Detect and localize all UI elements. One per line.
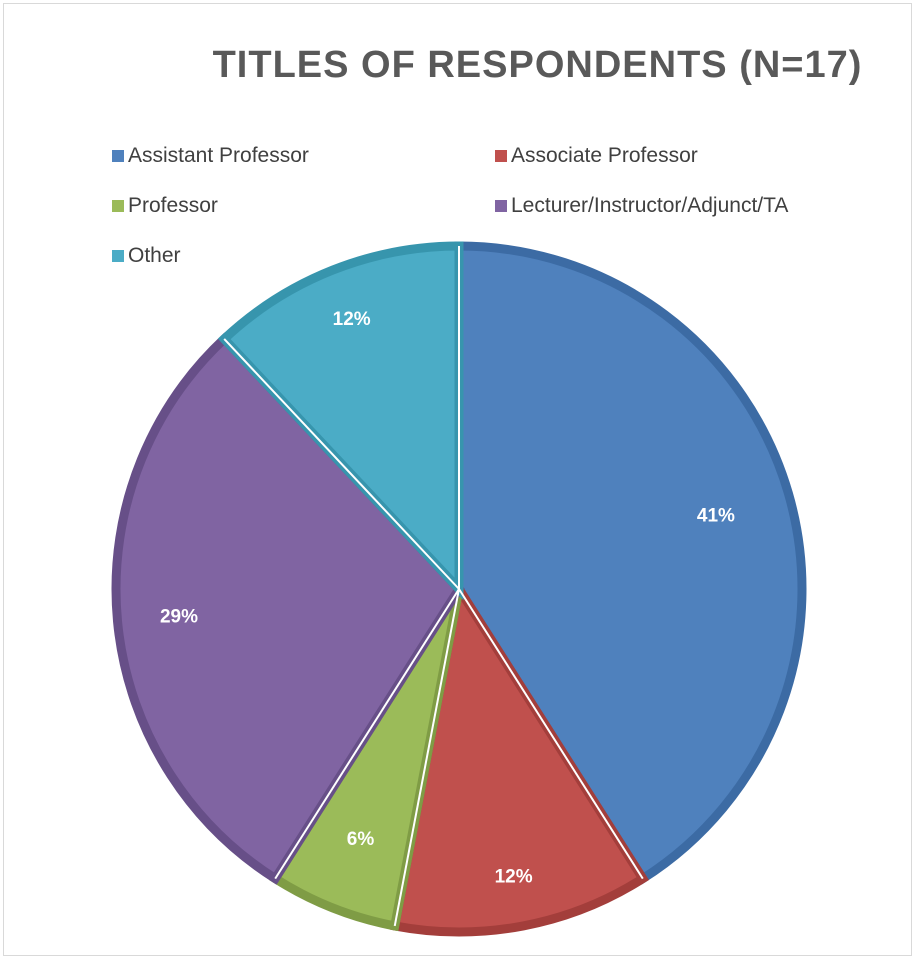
pie-slice [389,576,650,937]
chart-title: TITLES OF RESPONDENTS (N=17) [212,44,863,86]
legend-swatch [495,200,507,212]
slice-separator [223,338,460,590]
slice-separator [458,588,644,880]
legend-label: Assistant Professor [128,144,309,167]
legend-item: Lecturer/Instructor/Adjunct/TA [495,194,788,218]
slice-separator [274,588,460,880]
legend-swatch [495,150,507,162]
legend-item: Other [112,244,181,268]
legend-label: Professor [128,194,218,217]
legend-swatch [112,150,124,162]
pie-slice [217,241,464,601]
slice-separator [393,588,460,927]
legend-label: Other [128,244,181,267]
legend-item: Assistant Professor [112,144,309,168]
data-label: 6% [347,829,375,850]
pie-slice [111,332,465,885]
data-label: 12% [495,866,533,887]
data-label: 12% [333,309,371,330]
legend-label: Associate Professor [511,144,698,167]
legend-swatch [112,250,124,262]
data-label: 41% [697,505,735,526]
legend-swatch [112,200,124,212]
data-label: 29% [160,606,198,627]
legend-item: Professor [112,194,218,218]
legend-label: Lecturer/Instructor/Adjunct/TA [511,194,789,217]
legend-item: Associate Professor [495,144,698,168]
